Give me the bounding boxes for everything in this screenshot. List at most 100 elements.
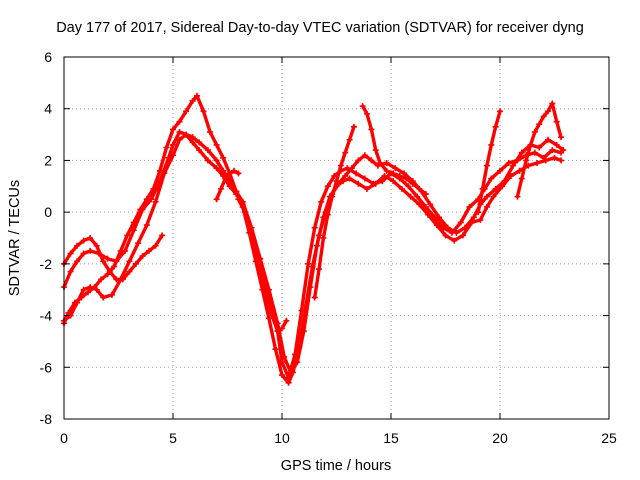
data-point	[78, 294, 85, 301]
data-point	[80, 250, 87, 257]
data-point	[265, 315, 272, 322]
data-point	[87, 235, 94, 241]
series-9	[475, 108, 503, 216]
data-point	[268, 309, 275, 316]
y-tick-label: -6	[40, 359, 53, 375]
data-point	[91, 284, 98, 291]
data-point	[213, 165, 220, 172]
data-point	[401, 170, 408, 177]
data-point	[316, 232, 323, 239]
data-point	[536, 121, 543, 128]
data-point	[459, 232, 466, 239]
data-point	[170, 141, 176, 148]
data-point	[189, 139, 196, 146]
data-point	[156, 167, 163, 174]
y-tick-label: 2	[44, 152, 52, 168]
data-point	[483, 203, 490, 210]
data-point	[176, 128, 183, 135]
data-series	[61, 92, 567, 386]
y-tick-label: -2	[40, 256, 53, 272]
data-point	[231, 167, 238, 174]
data-point	[279, 325, 285, 332]
data-point	[377, 160, 384, 167]
data-point	[217, 185, 224, 192]
axis-ticks	[63, 56, 610, 420]
data-point	[189, 97, 196, 104]
data-point	[213, 157, 220, 164]
data-point	[427, 201, 434, 208]
data-point	[453, 229, 460, 236]
data-point	[200, 108, 207, 115]
data-point	[553, 141, 560, 148]
data-point	[544, 136, 551, 143]
data-point	[137, 206, 144, 213]
data-point	[135, 240, 142, 247]
y-tick-label: 6	[44, 49, 52, 65]
data-point	[318, 198, 325, 205]
data-point	[106, 268, 113, 275]
data-point	[111, 263, 118, 270]
x-tick-label: 20	[492, 430, 508, 446]
data-point	[296, 343, 303, 350]
data-point	[501, 178, 508, 185]
data-point	[396, 172, 403, 179]
data-point	[93, 242, 100, 249]
data-point	[337, 162, 344, 169]
data-point	[470, 214, 477, 221]
data-point	[422, 203, 429, 210]
data-point	[540, 113, 547, 120]
data-point	[320, 235, 327, 241]
data-point	[390, 178, 397, 185]
data-point	[372, 147, 379, 154]
data-point	[71, 299, 78, 306]
data-point	[444, 224, 451, 231]
data-point	[235, 170, 242, 177]
data-point	[534, 160, 541, 167]
data-point	[361, 152, 368, 159]
data-point	[414, 193, 421, 200]
data-point	[74, 242, 81, 249]
data-point	[505, 160, 512, 167]
data-point	[193, 92, 200, 99]
data-point	[466, 203, 473, 210]
data-point	[407, 193, 414, 200]
data-point	[425, 211, 432, 218]
data-point	[233, 188, 240, 195]
data-point	[100, 294, 107, 301]
data-point	[204, 147, 211, 154]
data-point	[518, 149, 525, 156]
series-line	[62, 233, 164, 282]
data-point	[104, 255, 111, 262]
data-point	[196, 139, 203, 146]
data-point	[283, 317, 290, 324]
series-line	[313, 125, 356, 300]
data-point	[416, 201, 423, 208]
data-point	[289, 369, 296, 376]
data-point	[510, 162, 517, 169]
data-point	[74, 258, 81, 265]
series-2	[61, 131, 565, 376]
data-point	[222, 175, 229, 182]
y-tick-label: 0	[44, 204, 52, 220]
data-point	[65, 309, 72, 316]
series-5	[235, 196, 290, 335]
data-point	[126, 268, 133, 275]
data-point	[514, 193, 521, 200]
data-point	[409, 180, 416, 187]
series-7	[359, 103, 429, 198]
data-point	[457, 219, 464, 226]
data-point	[364, 185, 371, 192]
data-point	[113, 276, 120, 283]
data-point	[248, 229, 255, 236]
data-point	[241, 209, 248, 216]
data-point	[226, 170, 233, 177]
data-point	[536, 144, 543, 151]
data-point	[139, 253, 146, 260]
data-point	[368, 126, 375, 133]
data-point	[368, 157, 375, 164]
data-point	[560, 147, 567, 154]
data-point	[279, 372, 285, 379]
data-point	[492, 123, 499, 130]
data-point	[152, 198, 159, 205]
